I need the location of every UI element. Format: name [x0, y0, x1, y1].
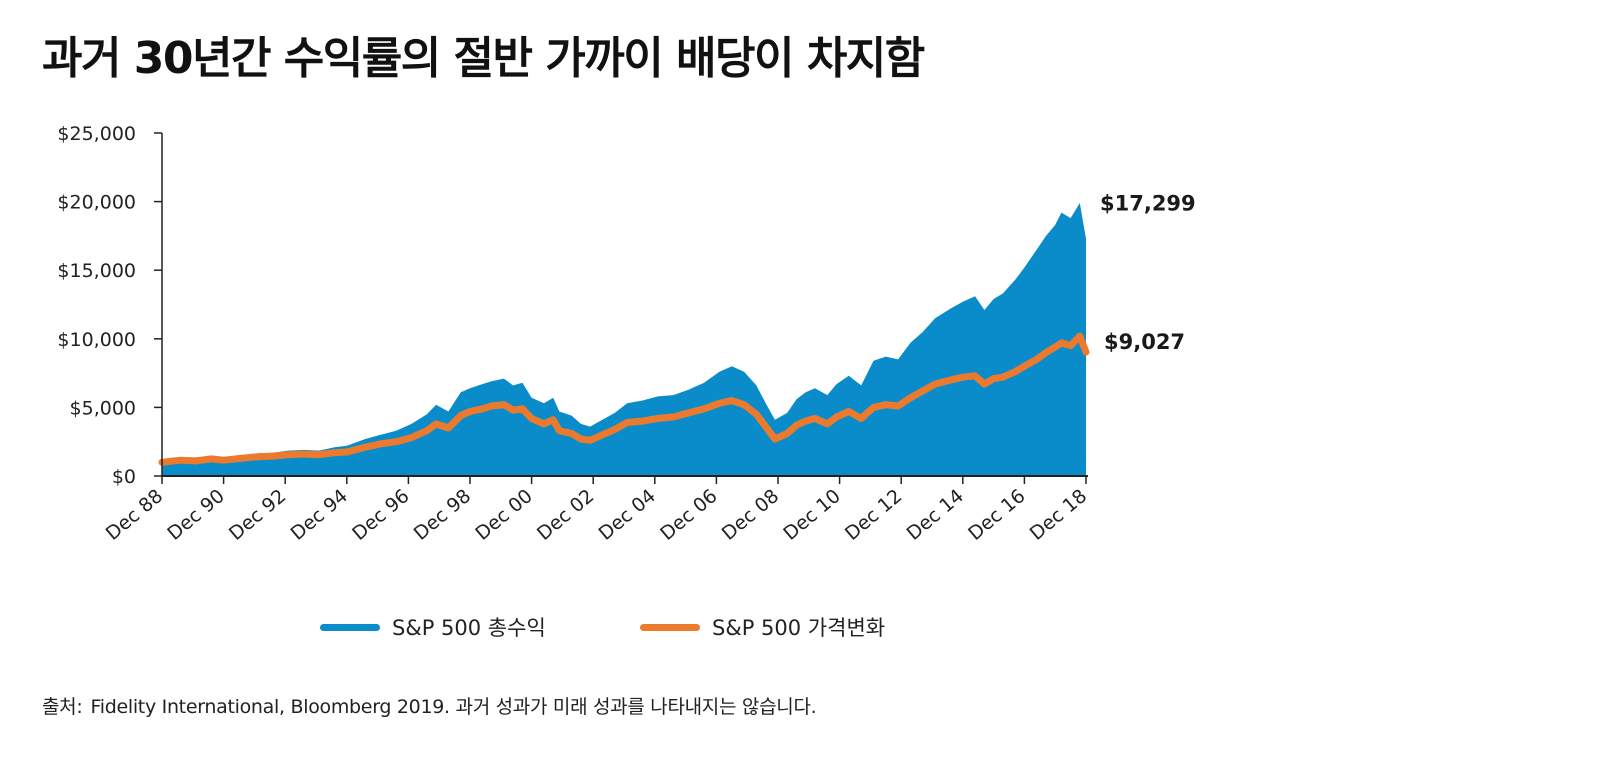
x-tick-label: Dec 04	[595, 485, 660, 545]
x-tick-label: Dec 96	[348, 485, 413, 545]
x-tick-label: Dec 90	[163, 485, 228, 545]
x-tick-label: Dec 98	[410, 485, 475, 545]
legend-label-price-change: S&P 500 가격변화	[712, 616, 886, 640]
x-tick-label: Dec 16	[964, 485, 1029, 545]
legend-item-price-change: S&P 500 가격변화	[640, 612, 885, 642]
x-tick-label: Dec 06	[656, 485, 721, 545]
end-value-labels: $17,299 $9,027	[1100, 192, 1196, 354]
series-price-change-line	[158, 332, 1090, 466]
x-tick-label: Dec 10	[779, 485, 844, 545]
x-tick-label: Dec 12	[841, 485, 906, 545]
y-tick-label: $20,000	[57, 192, 136, 214]
x-tick-label: Dec 18	[1026, 485, 1091, 545]
x-tick-label: Dec 08	[718, 485, 783, 545]
y-tick-label: $10,000	[57, 329, 136, 351]
legend-item-total-return: S&P 500 총수익	[320, 612, 546, 642]
price-change-line-layer	[158, 332, 1090, 466]
legend-label-total-return: S&P 500 총수익	[392, 616, 546, 640]
source-label: 출처:	[42, 696, 83, 718]
x-tick-label: Dec 88	[102, 485, 167, 545]
x-tick-label: Dec 14	[903, 485, 968, 545]
y-tick-label: $0	[112, 466, 136, 488]
end-label-price-change: $9,027	[1104, 330, 1185, 354]
y-tick-label: $25,000	[57, 123, 136, 145]
source-note: 출처: Fidelity International, Bloomberg 201…	[42, 692, 817, 719]
page-title: 과거 30년간 수익률의 절반 가까이 배당이 차지함	[42, 33, 925, 84]
total-return-swatch	[320, 623, 380, 631]
x-tick-label: Dec 94	[287, 485, 352, 545]
x-tick-label: Dec 02	[533, 485, 598, 545]
source-text: Fidelity International, Bloomberg 2019. …	[90, 696, 817, 718]
x-tick-label: Dec 00	[471, 485, 536, 545]
y-axis-ticks: $0 $5,000 $10,000 $15,000 $20,000 $25,000	[57, 123, 162, 488]
x-tick-label: Dec 92	[225, 485, 290, 545]
chart: $0 $5,000 $10,000 $15,000 $20,000 $25,000 Dec…	[57, 123, 1196, 545]
y-tick-label: $15,000	[57, 260, 136, 282]
y-tick-label: $5,000	[70, 397, 136, 419]
end-label-total-return: $17,299	[1100, 192, 1196, 216]
series-total-return-area	[162, 203, 1086, 476]
price-change-swatch	[640, 623, 700, 631]
total-return-area-layer	[162, 203, 1086, 476]
